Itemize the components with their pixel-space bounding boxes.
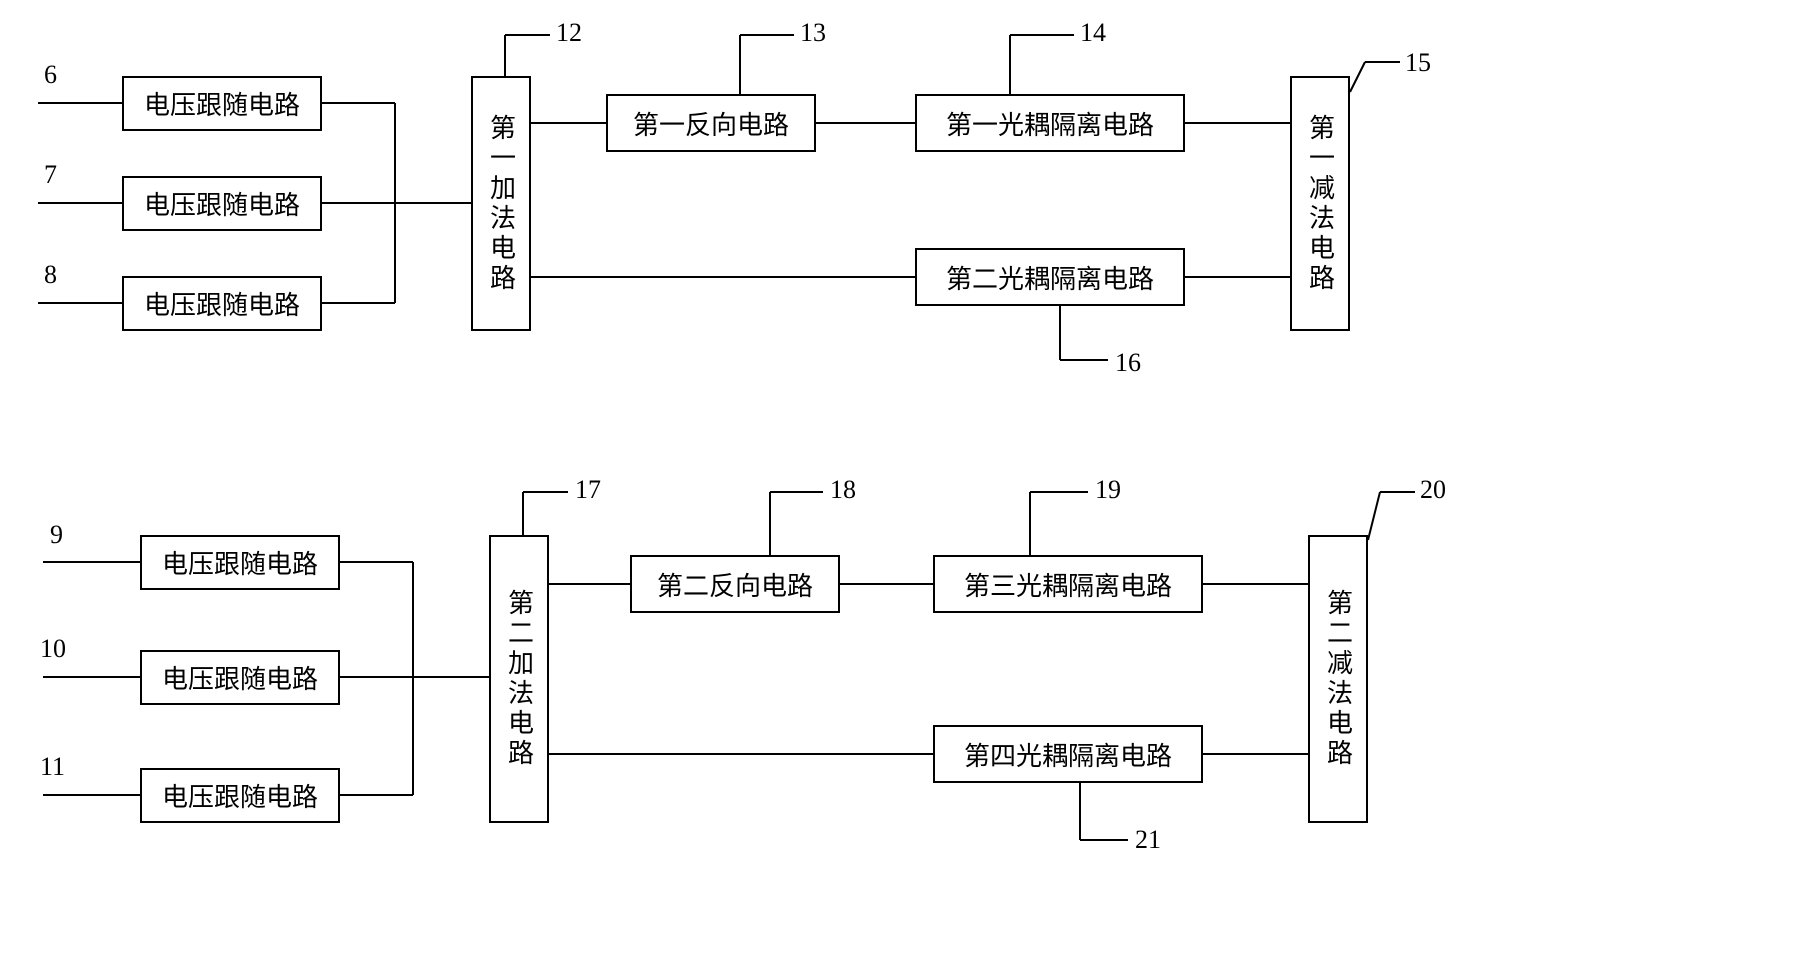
ref-label-14: 14 xyxy=(1080,18,1106,48)
voltage-follower-block-3: 电压跟随电路 xyxy=(122,276,322,331)
input-label-10: 10 xyxy=(40,634,66,664)
ref-label-13: 13 xyxy=(800,18,826,48)
second-adder-block: 第二加法电路 xyxy=(489,535,549,823)
voltage-follower-block-5: 电压跟随电路 xyxy=(140,650,340,705)
second-optoisolator-block: 第二光耦隔离电路 xyxy=(915,248,1185,306)
input-label-8: 8 xyxy=(44,260,57,290)
input-label-7: 7 xyxy=(44,160,57,190)
ref-label-16: 16 xyxy=(1115,348,1141,378)
input-label-11: 11 xyxy=(40,752,65,782)
ref-label-18: 18 xyxy=(830,475,856,505)
voltage-follower-block-4: 电压跟随电路 xyxy=(140,535,340,590)
second-subtractor-block: 第二减法电路 xyxy=(1308,535,1368,823)
ref-label-21: 21 xyxy=(1135,825,1161,855)
ref-label-20: 20 xyxy=(1420,475,1446,505)
input-label-6: 6 xyxy=(44,60,57,90)
first-adder-block: 第一加法电路 xyxy=(471,76,531,331)
second-inverter-block: 第二反向电路 xyxy=(630,555,840,613)
fourth-optoisolator-block: 第四光耦隔离电路 xyxy=(933,725,1203,783)
ref-label-12: 12 xyxy=(556,18,582,48)
voltage-follower-block-6: 电压跟随电路 xyxy=(140,768,340,823)
input-label-9: 9 xyxy=(50,520,63,550)
ref-label-19: 19 xyxy=(1095,475,1121,505)
first-optoisolator-block: 第一光耦隔离电路 xyxy=(915,94,1185,152)
first-subtractor-block: 第一减法电路 xyxy=(1290,76,1350,331)
third-optoisolator-block: 第三光耦隔离电路 xyxy=(933,555,1203,613)
voltage-follower-block-1: 电压跟随电路 xyxy=(122,76,322,131)
ref-label-17: 17 xyxy=(575,475,601,505)
voltage-follower-block-2: 电压跟随电路 xyxy=(122,176,322,231)
ref-label-15: 15 xyxy=(1405,48,1431,78)
first-inverter-block: 第一反向电路 xyxy=(606,94,816,152)
